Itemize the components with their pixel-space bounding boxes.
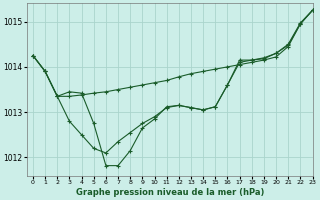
X-axis label: Graphe pression niveau de la mer (hPa): Graphe pression niveau de la mer (hPa) bbox=[76, 188, 264, 197]
